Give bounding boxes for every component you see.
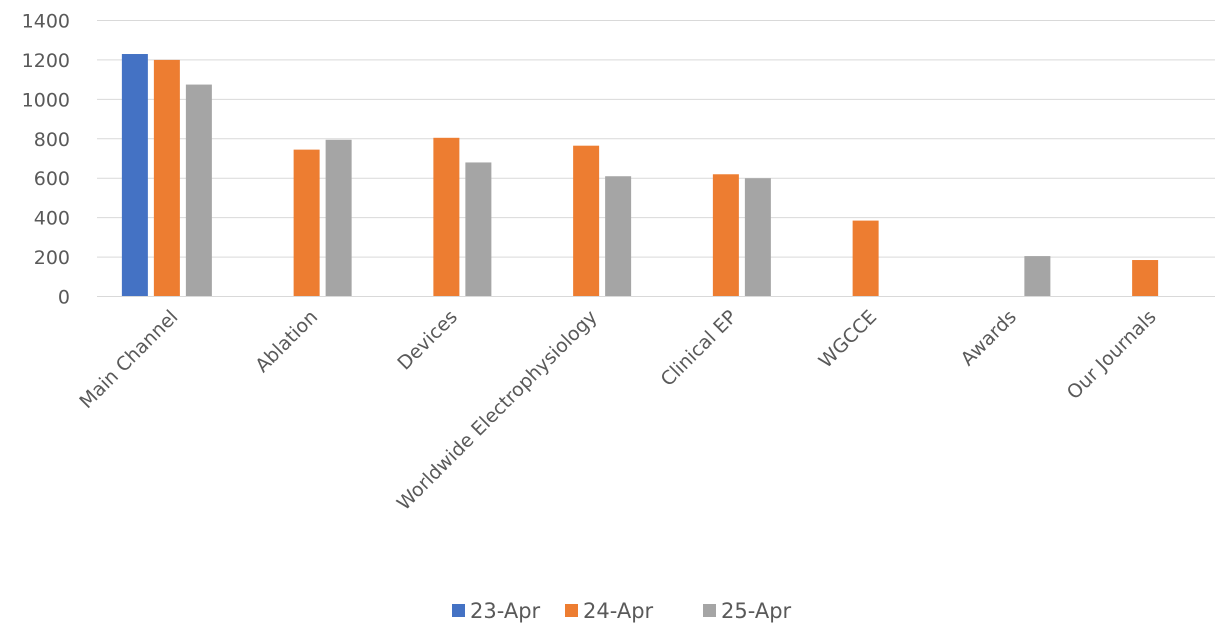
y-axis-ticks: 0 200 400 600 800 1000 1200 1400: [22, 11, 70, 309]
bar-24-apr-devices: [433, 137, 460, 297]
x-category-label: Clinical EP: [657, 306, 742, 391]
bar-24-apr-worldwide-electrophysiology: [573, 145, 600, 297]
y-tick-label: 0: [58, 287, 70, 309]
bars: [121, 54, 1159, 297]
bar-23-apr-main-channel: [121, 54, 148, 297]
y-tick-label: 400: [34, 208, 70, 230]
y-tick-label: 1400: [22, 11, 70, 33]
x-category-label: Our Journals: [1063, 306, 1161, 404]
y-tick-label: 1200: [22, 50, 70, 72]
x-category-label: Ablation: [251, 306, 322, 377]
y-tick-label: 200: [34, 247, 70, 269]
y-tick-label: 1000: [22, 89, 70, 111]
x-category-label: Devices: [393, 306, 462, 375]
y-tick-label: 600: [34, 168, 70, 190]
bar-25-apr-awards: [1024, 256, 1051, 297]
bar-25-apr-worldwide-electrophysiology: [605, 176, 632, 297]
gridlines: [97, 20, 1215, 258]
bar-25-apr-main-channel: [185, 84, 212, 297]
legend-label: 25-Apr: [721, 599, 792, 623]
bar-24-apr-our-journals: [1132, 260, 1159, 297]
bar-24-apr-wgcce: [852, 220, 879, 297]
legend-label: 24-Apr: [583, 599, 654, 623]
legend-swatch: [565, 604, 578, 617]
x-category-label: Awards: [957, 306, 1021, 370]
x-category-label: Main Channel: [75, 306, 182, 413]
legend-swatch: [452, 604, 465, 617]
bar-25-apr-devices: [465, 162, 492, 297]
legend-label: 23-Apr: [470, 599, 541, 623]
bar-25-apr-ablation: [325, 139, 352, 297]
bar-25-apr-clinical-ep: [744, 178, 771, 297]
legend-swatch: [703, 604, 716, 617]
y-tick-label: 800: [34, 129, 70, 151]
bar-24-apr-ablation: [293, 149, 320, 297]
x-category-label: WGCCE: [815, 306, 882, 373]
bar-24-apr-clinical-ep: [712, 174, 739, 297]
bar-24-apr-main-channel: [153, 59, 180, 297]
legend: 23-Apr 24-Apr 25-Apr: [452, 599, 792, 623]
